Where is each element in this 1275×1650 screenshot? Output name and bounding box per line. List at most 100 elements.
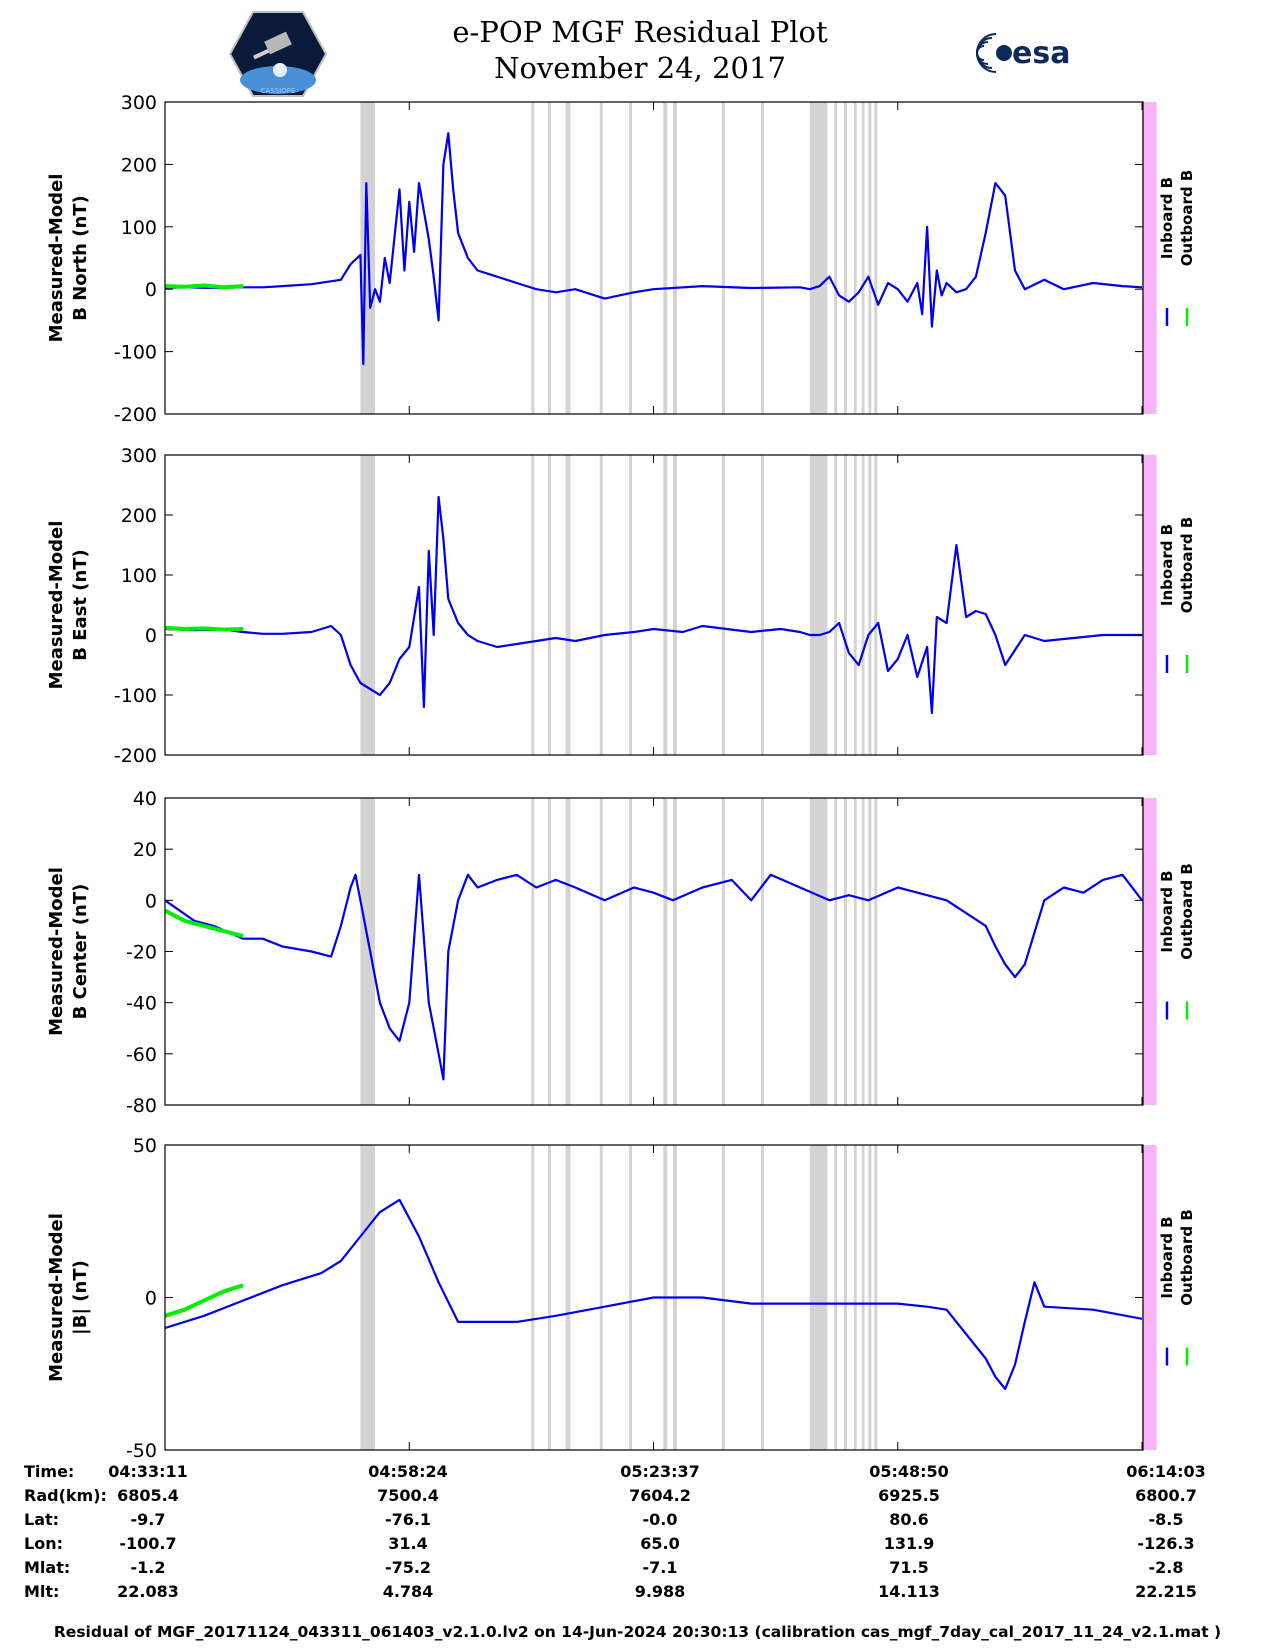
gap-band bbox=[599, 102, 603, 414]
info-cell: 05:48:50 bbox=[869, 1462, 949, 1481]
y-tick-label: 0 bbox=[145, 1288, 157, 1310]
title-line-1: e-POP MGF Residual Plot bbox=[452, 15, 828, 49]
legend-inboard-label: Inboard B bbox=[1158, 524, 1176, 606]
info-cell: -76.1 bbox=[384, 1510, 432, 1529]
legend-outboard-label: Outboard B bbox=[1178, 517, 1196, 614]
gap-band bbox=[809, 1145, 828, 1450]
y-tick-label: 100 bbox=[121, 217, 157, 239]
gap-band bbox=[844, 102, 847, 414]
gap-band bbox=[565, 102, 571, 414]
plot-frame bbox=[164, 101, 1144, 415]
gap-band bbox=[565, 1145, 571, 1450]
y-axis-label-line-2: |B| (nT) bbox=[70, 1260, 91, 1335]
gap-band bbox=[844, 455, 847, 755]
legend-outboard-label: Outboard B bbox=[1178, 170, 1196, 267]
info-cell: 22.083 bbox=[117, 1582, 179, 1601]
info-cell: 6800.7 bbox=[1135, 1486, 1197, 1505]
gap-band bbox=[760, 798, 764, 1105]
y-tick-label: -20 bbox=[126, 942, 157, 964]
info-cell: 22.215 bbox=[1135, 1582, 1197, 1601]
gap-band bbox=[844, 1145, 847, 1450]
esa-logo-text: esa bbox=[1012, 36, 1070, 71]
gap-band bbox=[809, 102, 828, 414]
y-tick-label: -100 bbox=[114, 685, 157, 707]
panel-b-east: 300 200 100 0 -100 -200 Measured-Model B East (… bbox=[46, 445, 1196, 767]
y-axis-label-line-2: B North (nT) bbox=[70, 195, 91, 321]
gap-band bbox=[760, 102, 764, 414]
panel-b-magnitude: 50 0 -50 Measured-Model |B| (nT) Inboard B Out… bbox=[46, 1135, 1196, 1460]
series-inboard-line bbox=[164, 873, 1143, 1081]
info-cell: 71.5 bbox=[889, 1558, 929, 1577]
gap-band bbox=[834, 455, 838, 755]
plot-frame bbox=[164, 454, 1144, 756]
info-cell: 05:23:37 bbox=[620, 1462, 700, 1481]
y-tick-label: 100 bbox=[121, 565, 157, 587]
gap-band bbox=[834, 102, 838, 414]
y-tick-label: -100 bbox=[114, 342, 157, 364]
info-cell: 65.0 bbox=[640, 1534, 680, 1553]
panel-b-north: 300 200 100 0 -100 -200 Measured-Model B North … bbox=[46, 92, 1196, 426]
info-cell: 04:58:24 bbox=[368, 1462, 448, 1481]
legend-outboard-label: Outboard B bbox=[1178, 863, 1196, 960]
gap-band bbox=[629, 455, 633, 755]
y-tick-label: -80 bbox=[126, 1095, 157, 1117]
info-cell: 131.9 bbox=[883, 1534, 935, 1553]
orbit-info-table: Time: Rad(km): Lat: Lon: Mlat: Mlt: 04:33:11 68… bbox=[0, 1462, 1275, 1612]
series-outboard-line bbox=[164, 625, 244, 632]
info-cell: 06:14:03 bbox=[1126, 1462, 1206, 1481]
gap-band bbox=[853, 455, 857, 755]
gap-band bbox=[547, 102, 551, 414]
gap-band bbox=[861, 102, 865, 414]
legend-inboard-label: Inboard B bbox=[1158, 1216, 1176, 1298]
y-tick-label: 300 bbox=[121, 92, 157, 114]
gap-band bbox=[531, 455, 535, 755]
series-outboard-line bbox=[164, 283, 244, 290]
info-cell: 04:33:11 bbox=[108, 1462, 188, 1481]
gap-band bbox=[861, 798, 865, 1105]
info-cell: -2.8 bbox=[1148, 1558, 1184, 1577]
gap-band bbox=[599, 798, 603, 1105]
gap-band bbox=[874, 102, 878, 414]
y-axis-label-line-1: Measured-Model bbox=[46, 174, 67, 343]
y-tick-label: 40 bbox=[133, 788, 157, 810]
y-axis-label-line-1: Measured-Model bbox=[46, 521, 67, 690]
gap-band bbox=[663, 455, 668, 755]
panel-b-center: 40 20 0 -20 -40 -60 -80 Measured-Model B Center … bbox=[46, 788, 1196, 1117]
gap-band bbox=[599, 1145, 603, 1450]
y-tick-label: 0 bbox=[145, 279, 157, 301]
gap-band bbox=[809, 455, 828, 755]
gap-band bbox=[673, 798, 677, 1105]
info-cell: -75.2 bbox=[384, 1558, 432, 1577]
gap-band bbox=[599, 455, 603, 755]
info-row-label: Rad(km): bbox=[24, 1486, 107, 1505]
gap-band bbox=[874, 455, 878, 755]
info-cell: -0.0 bbox=[642, 1510, 678, 1529]
series-outboard-line bbox=[164, 908, 244, 939]
y-axis-label-line-1: Measured-Model bbox=[46, 867, 67, 1036]
info-row-label: Lon: bbox=[24, 1534, 63, 1553]
y-tick-label: -60 bbox=[126, 1044, 157, 1066]
gap-band bbox=[874, 1145, 878, 1450]
legend-inboard-label: Inboard B bbox=[1158, 870, 1176, 952]
gap-band bbox=[629, 102, 633, 414]
gap-band bbox=[565, 455, 571, 755]
gap-band bbox=[868, 102, 872, 414]
info-cell: 9.988 bbox=[634, 1582, 686, 1601]
y-axis-label-line-2: B Center (nT) bbox=[70, 884, 91, 1020]
cassiope-logo-text: CASSIOPE bbox=[261, 87, 296, 95]
y-tick-label: 300 bbox=[121, 445, 157, 467]
end-band bbox=[1142, 102, 1157, 414]
info-cell: 31.4 bbox=[388, 1534, 428, 1553]
info-cell: -7.1 bbox=[642, 1558, 678, 1577]
y-tick-label: -200 bbox=[114, 404, 157, 426]
gap-band bbox=[853, 102, 857, 414]
info-cell: 7500.4 bbox=[377, 1486, 439, 1505]
end-band bbox=[1142, 455, 1157, 755]
gap-band bbox=[629, 1145, 633, 1450]
gap-band bbox=[760, 1145, 764, 1450]
gap-band bbox=[547, 1145, 551, 1450]
gap-band bbox=[721, 798, 725, 1105]
y-tick-label: 200 bbox=[121, 505, 157, 527]
gap-band bbox=[721, 455, 725, 755]
info-cell: -100.7 bbox=[119, 1534, 177, 1553]
